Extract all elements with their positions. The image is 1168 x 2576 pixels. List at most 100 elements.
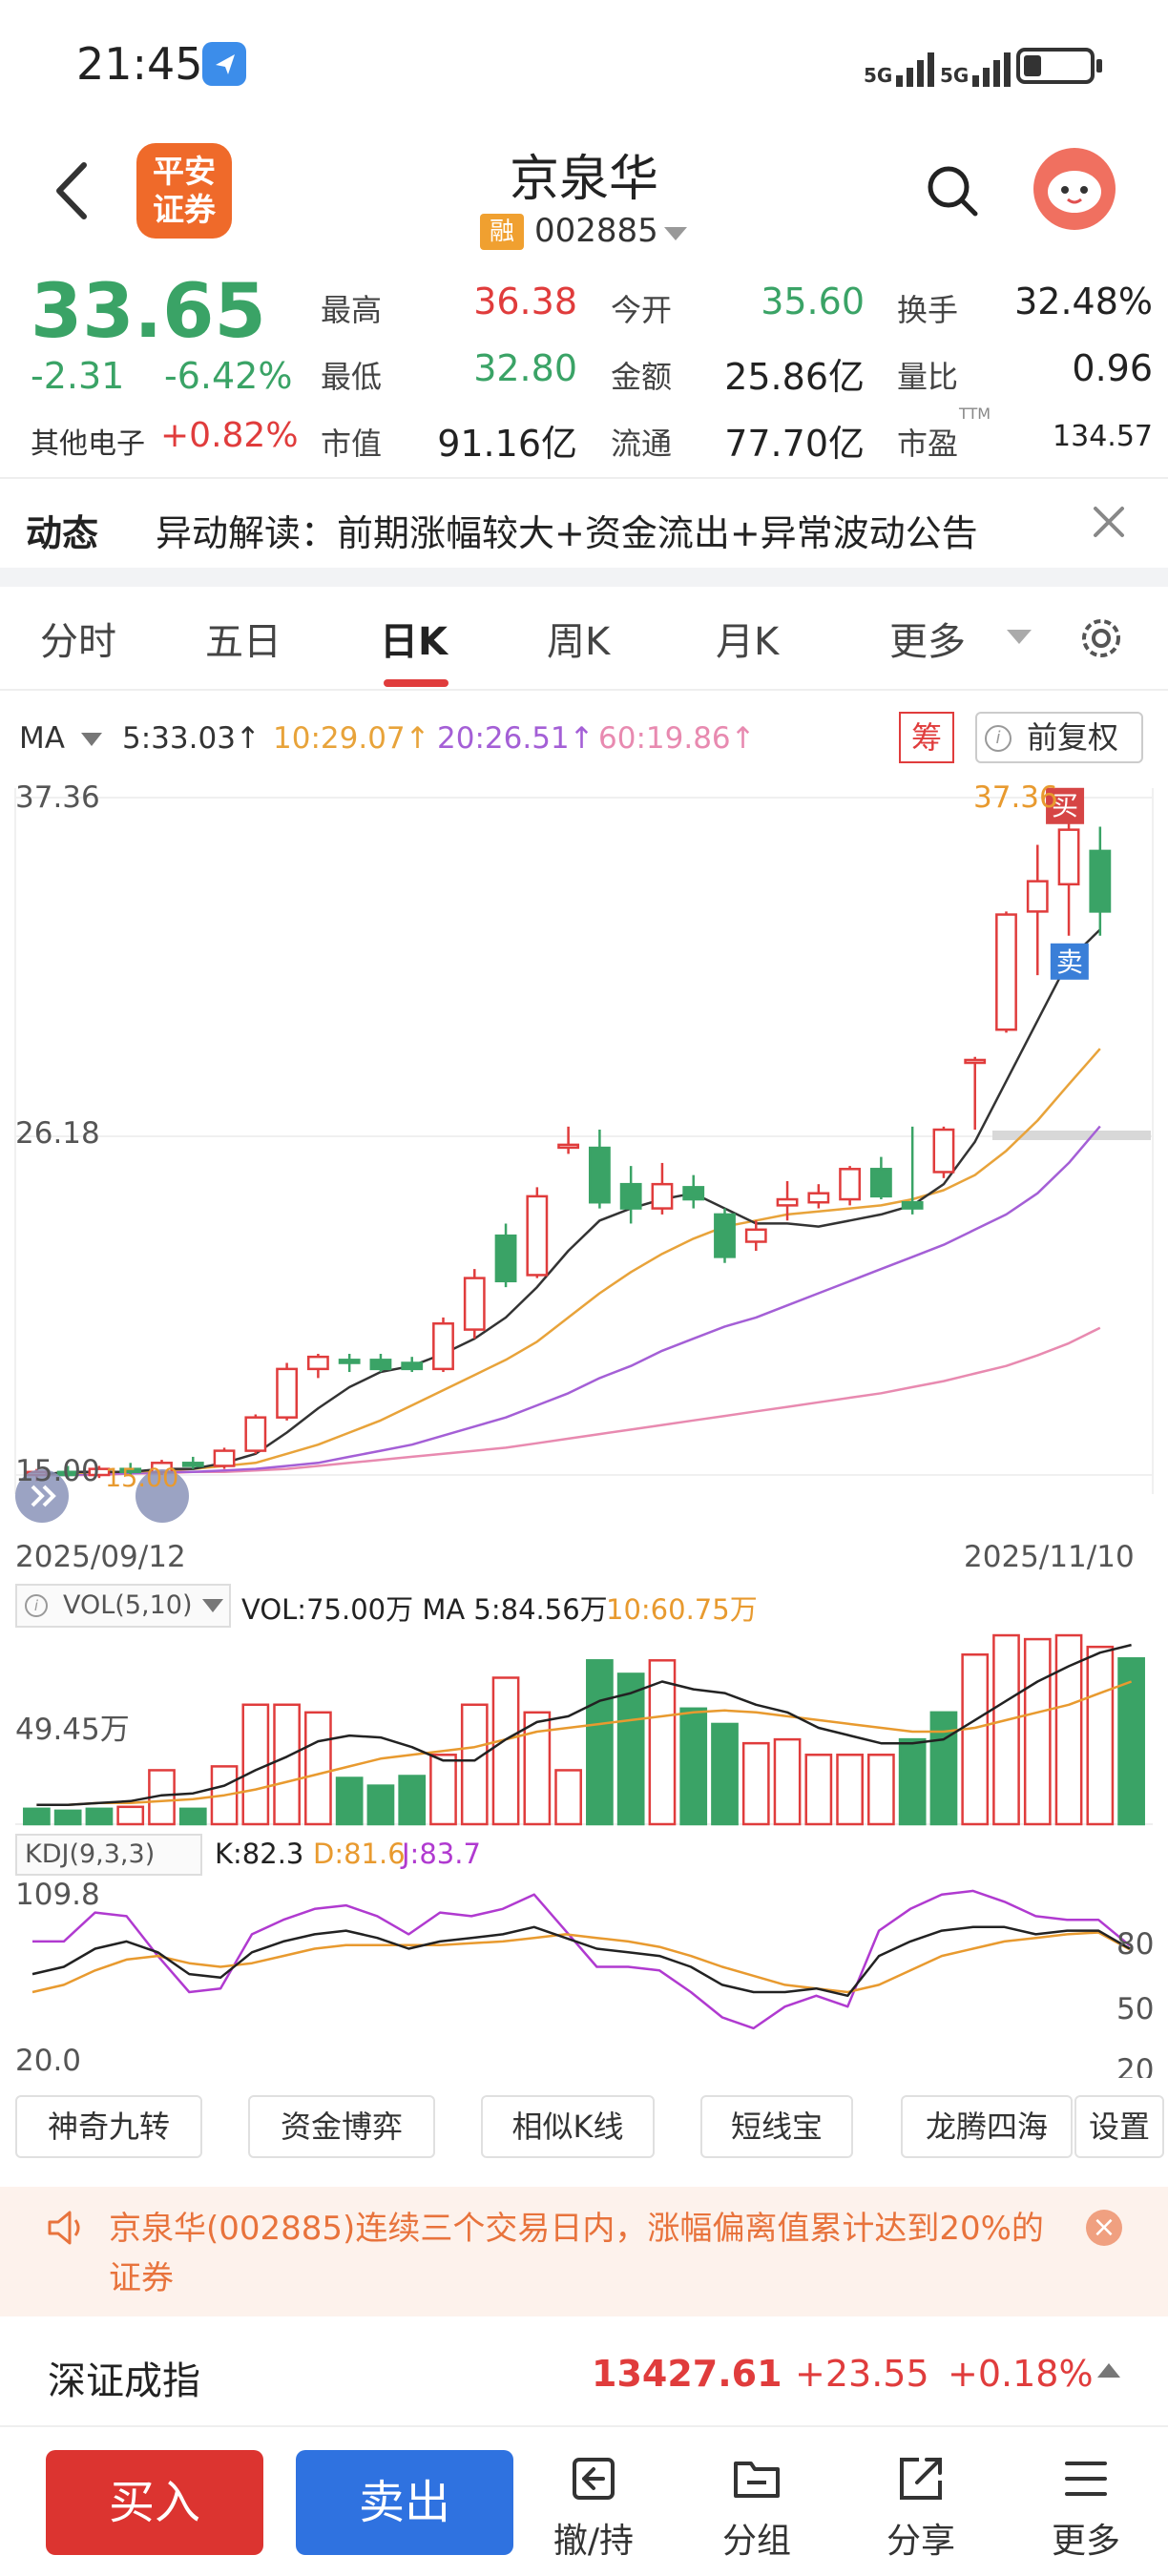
volume-bar	[85, 1807, 114, 1826]
volume-bar	[1023, 1637, 1052, 1826]
ma20-line	[36, 1125, 1101, 1477]
candle	[494, 1234, 517, 1283]
buy-button[interactable]: 买入	[46, 2450, 263, 2555]
kdj-axis-top: 109.8	[15, 1878, 100, 1912]
volume-bar	[23, 1807, 51, 1826]
chevron-down-icon[interactable]	[664, 227, 687, 240]
volume-bar	[178, 1807, 207, 1826]
volume-bar	[961, 1652, 990, 1826]
sector-name[interactable]: 其他电子	[31, 427, 145, 461]
back-icon[interactable]	[48, 157, 95, 224]
candle	[557, 1143, 580, 1150]
index-name: 深证成指	[48, 2359, 200, 2403]
volume-bar	[898, 1737, 927, 1826]
candle	[88, 1467, 111, 1477]
tab-intraday[interactable]: 分时	[40, 620, 116, 664]
kdj-indicator-selector[interactable]: KDJ(9,3,3)	[15, 1834, 202, 1876]
price-change-pct: -6.42%	[164, 355, 293, 397]
search-icon[interactable]	[924, 162, 981, 219]
tab-daily-k[interactable]: 日K	[380, 620, 448, 664]
ma10-value: 10:29.07↑	[273, 721, 430, 756]
date-start: 2025/09/12	[15, 1540, 186, 1574]
group-button[interactable]: 分组	[699, 2450, 814, 2565]
low-value: 32.80	[473, 347, 577, 389]
candle	[839, 1168, 862, 1201]
chevron-down-icon[interactable]	[1007, 630, 1032, 644]
kdj-k-value: K:82.3	[215, 1838, 304, 1870]
open-value: 35.60	[761, 280, 865, 322]
chevron-up-icon[interactable]	[1097, 2363, 1120, 2378]
volume-bar	[1086, 1645, 1115, 1826]
info-icon: i	[25, 1594, 48, 1617]
amount-value: 25.86亿	[724, 356, 865, 398]
group-label: 分组	[721, 2522, 791, 2561]
sector-change[interactable]: +0.82%	[160, 416, 299, 455]
candle	[651, 1182, 674, 1210]
adjust-mode-button[interactable]: 前复权	[975, 712, 1143, 763]
divider	[0, 689, 1168, 691]
candle	[369, 1359, 392, 1371]
tab-weekly-k[interactable]: 周K	[547, 620, 611, 664]
index-ticker[interactable]	[0, 2316, 1168, 2427]
tab-five-day[interactable]: 五日	[205, 620, 282, 664]
divider	[0, 568, 1168, 587]
news-text[interactable]: 异动解读：前期涨幅较大+资金流出+异常波动公告	[156, 512, 978, 554]
volume-bar	[1117, 1657, 1145, 1826]
ma20-value: 20:26.51↑	[437, 721, 594, 756]
kdj-axis-bottom: 20.0	[15, 2044, 82, 2078]
buy-marker	[1046, 787, 1085, 824]
double-chevron-icon	[31, 1485, 56, 1507]
sell-button[interactable]: 卖出	[296, 2450, 513, 2555]
candle	[682, 1186, 705, 1201]
stock-code[interactable]: 002885	[534, 212, 658, 250]
tool-settings[interactable]: 设置	[1074, 2095, 1164, 2158]
volume-axis-label: 49.45万	[15, 1713, 130, 1747]
candle	[432, 1321, 454, 1371]
kline-chart[interactable]: 买卖	[0, 763, 1168, 2194]
alert-banner[interactable]	[0, 2187, 1168, 2316]
volume-bar	[335, 1776, 364, 1826]
ma-selector[interactable]: MA	[19, 721, 65, 756]
volume-indicator-selector[interactable]: VOL(5,10)	[15, 1584, 231, 1628]
tool-fund-game[interactable]: 资金博弈	[248, 2095, 435, 2158]
tool-dragon[interactable]: 龙腾四海	[901, 2095, 1073, 2158]
candle	[526, 1195, 549, 1277]
tab-monthly-k[interactable]: 月K	[716, 620, 780, 664]
candle	[901, 1200, 924, 1210]
ma5-value: 5:33.03↑	[122, 721, 261, 756]
volume-bar	[929, 1711, 958, 1826]
candle	[776, 1197, 799, 1207]
mktcap-value: 91.16亿	[437, 423, 577, 465]
tab-more[interactable]: 更多	[889, 620, 966, 664]
tool-magic-nine[interactable]: 神奇九转	[15, 2095, 202, 2158]
tool-short-term[interactable]: 短线宝	[700, 2095, 853, 2158]
candle	[964, 1058, 987, 1065]
mktcap-label: 市值	[321, 426, 383, 462]
high-label: 最高	[321, 292, 383, 328]
chevron-down-icon[interactable]	[202, 1599, 223, 1612]
status-time: 21:45	[76, 38, 203, 90]
signal-icon: 5G	[940, 43, 1012, 87]
broker-logo[interactable]: 平安 证券	[136, 143, 232, 239]
folder-icon	[734, 2462, 780, 2498]
low-marker: 15.00	[105, 1464, 179, 1493]
cancel-hold-button[interactable]: 撤/持	[536, 2450, 651, 2565]
tool-similar-k[interactable]: 相似K线	[481, 2095, 655, 2158]
index-change-pct: +0.18%	[948, 2353, 1094, 2395]
index-value: 13427.61	[592, 2353, 782, 2395]
alert-text[interactable]: 京泉华(002885)连续三个交易日内，涨幅偏离值累计达到20%的证券	[109, 2210, 1044, 2297]
close-icon[interactable]	[1088, 501, 1130, 543]
gear-icon[interactable]	[1076, 613, 1126, 663]
candle	[56, 1470, 79, 1477]
volume-bar	[554, 1769, 582, 1826]
info-icon: i	[985, 725, 1012, 752]
volume-bar	[648, 1659, 677, 1826]
more-button[interactable]: 更多	[1029, 2450, 1143, 2565]
avatar[interactable]	[1033, 148, 1116, 230]
chevron-down-icon[interactable]	[81, 733, 102, 746]
kdj-axis-80: 80	[1116, 1927, 1155, 1962]
chip-distribution-button[interactable]: 筹	[899, 712, 954, 763]
share-button[interactable]: 分享	[864, 2450, 978, 2565]
candle	[869, 1168, 892, 1198]
close-icon[interactable]: ×	[1086, 2210, 1122, 2246]
